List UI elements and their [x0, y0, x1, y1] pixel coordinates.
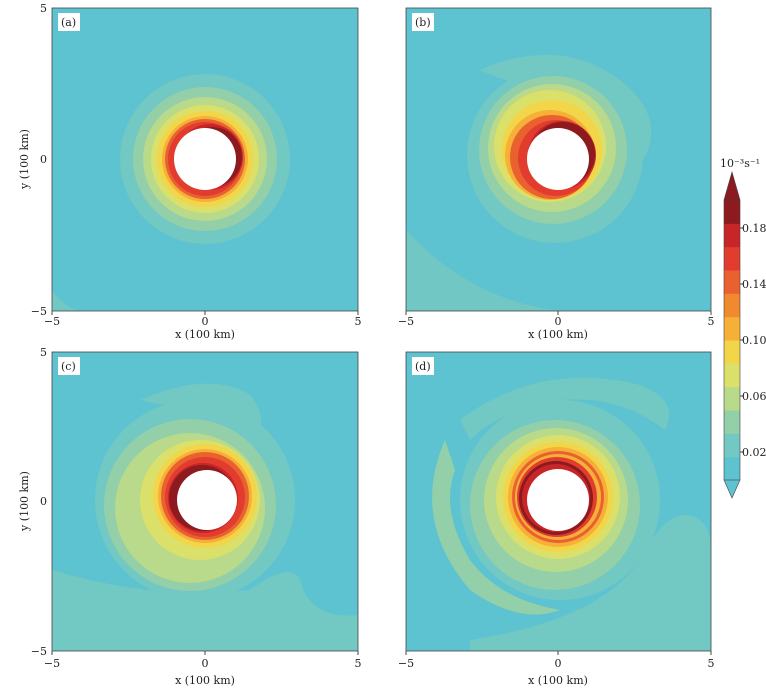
panel-c-corner-band — [52, 570, 358, 651]
colorbar-segment — [724, 340, 740, 364]
panel-a: (a) −5 0 5 5 0 −5 x (100 km) y (100 km) — [18, 2, 362, 341]
colorbar-tick-label: 0.14 — [742, 278, 766, 291]
colorbar-segment — [724, 270, 740, 294]
panel-d-xtick-1: 0 — [555, 657, 562, 670]
panel-c-ytick-0: 5 — [40, 346, 47, 359]
panel-c-field — [52, 352, 358, 651]
panel-a-core — [174, 128, 236, 190]
panel-a-xtick-2: 5 — [355, 315, 362, 328]
panel-d-label: (d) — [415, 360, 431, 373]
panel-d-core — [527, 469, 589, 531]
panel-b-label-box — [412, 13, 434, 31]
panel-d-spiral-arm-1 — [460, 377, 670, 440]
panel-d-corner-band — [470, 515, 711, 651]
panel-a-label: (a) — [61, 16, 76, 29]
panel-a-label-box — [58, 13, 80, 31]
panel-b: (b) −5 0 5 x (100 km) — [398, 7, 715, 341]
colorbar-tick-label: 0.02 — [742, 446, 766, 459]
panel-b-xtick-1: 0 — [555, 315, 562, 328]
colorbar-segment — [724, 456, 740, 481]
panel-c: (c) −5 0 5 5 0 −5 x (100 km) y (100 km) — [18, 346, 362, 687]
panel-c-ytick-2: −5 — [31, 645, 47, 658]
panel-a-corner-band — [52, 290, 78, 311]
panel-b-label: (b) — [415, 16, 431, 29]
colorbar-extension-high — [723, 170, 741, 201]
panel-c-xtick-1: 0 — [202, 657, 209, 670]
colorbar-segment — [724, 433, 740, 458]
panel-a-xlabel: x (100 km) — [175, 328, 235, 341]
panel-d: (d) −5 0 5 x (100 km) — [398, 351, 715, 687]
panel-b-field — [406, 8, 711, 311]
panel-d-xtick-0: −5 — [398, 657, 414, 670]
panel-c-spiral-arm — [140, 383, 262, 440]
panel-d-xtick-2: 5 — [708, 657, 715, 670]
panel-a-ytick-0: 5 — [40, 2, 47, 15]
colorbar-tick-label: 0.18 — [742, 222, 766, 235]
panel-b-xtick-0: −5 — [398, 315, 414, 328]
colorbar-segments — [723, 170, 741, 499]
panel-c-core — [177, 470, 237, 530]
colorbar-segment — [724, 386, 740, 411]
colorbar-segment — [724, 246, 740, 271]
panel-b-xtick-2: 5 — [708, 315, 715, 328]
panel-c-xtick-2: 5 — [355, 657, 362, 670]
colorbar-extension-low — [723, 479, 741, 499]
panel-c-label-box — [58, 357, 80, 375]
colorbar-segment — [724, 316, 740, 341]
panel-c-xtick-0: −5 — [44, 657, 60, 670]
panel-a-field — [52, 8, 358, 311]
panel-a-xtick-1: 0 — [202, 315, 209, 328]
colorbar-unit: 10⁻³s⁻¹ — [720, 157, 760, 170]
panel-b-core — [527, 128, 589, 190]
colorbar-segment — [724, 200, 740, 224]
colorbar: 10⁻³s⁻¹ 0.02 0.06 0.10 0.14 0.18 — [720, 157, 766, 499]
panel-c-label: (c) — [61, 360, 76, 373]
colorbar-segment — [724, 293, 740, 318]
colorbar-segment — [724, 410, 740, 434]
colorbar-tick-label: 0.06 — [742, 390, 766, 403]
panel-c-xlabel: x (100 km) — [175, 674, 235, 687]
panel-c-ylabel: y (100 km) — [18, 471, 31, 532]
panel-d-field — [406, 352, 711, 651]
panel-d-xlabel: x (100 km) — [528, 674, 588, 687]
colorbar-segment — [724, 363, 740, 388]
panel-d-spiral-arm-2 — [432, 440, 560, 615]
panel-b-corner-band — [406, 230, 560, 311]
panel-a-ytick-1: 0 — [40, 153, 47, 166]
panel-a-ytick-2: −5 — [31, 305, 47, 318]
colorbar-segment — [724, 223, 740, 248]
panel-d-label-box — [412, 357, 434, 375]
panel-c-ytick-1: 0 — [40, 495, 47, 508]
panel-a-ylabel: y (100 km) — [18, 129, 31, 190]
colorbar-ticks: 0.02 0.06 0.10 0.14 0.18 — [740, 222, 766, 459]
colorbar-tick-label: 0.10 — [742, 334, 766, 347]
panel-b-xlabel: x (100 km) — [528, 328, 588, 341]
panel-a-xtick-0: −5 — [44, 315, 60, 328]
